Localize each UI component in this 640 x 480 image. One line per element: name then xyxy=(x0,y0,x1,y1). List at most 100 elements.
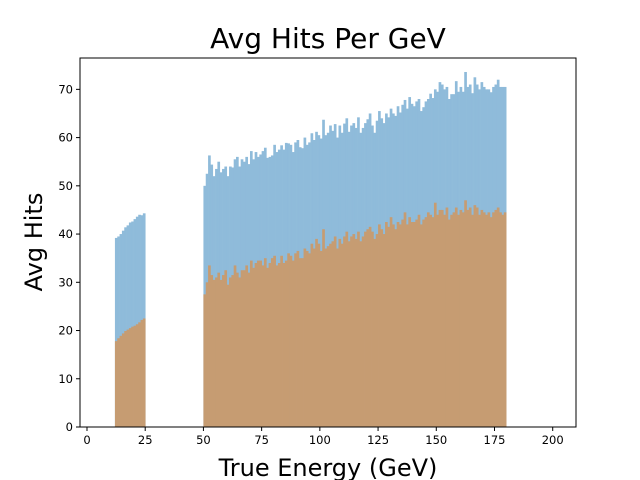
series-1-bar xyxy=(219,279,223,427)
series-1-bar xyxy=(312,248,316,427)
series-1-bar xyxy=(240,270,244,427)
series-1-bar xyxy=(140,319,144,427)
y-tick-label: 50 xyxy=(58,179,73,193)
series-1-bar xyxy=(245,265,249,427)
series-0-bar xyxy=(124,227,127,427)
series-1-bar xyxy=(243,270,246,427)
series-1-bar xyxy=(494,209,498,427)
series-1-bar xyxy=(445,207,449,427)
series-1-bar xyxy=(259,260,262,427)
x-tick-label: 25 xyxy=(138,433,153,447)
series-1-bar xyxy=(229,277,232,427)
series-1-bar xyxy=(329,243,332,427)
series-1-bar xyxy=(133,325,137,427)
series-1-bar xyxy=(415,219,419,427)
series-1-bar xyxy=(268,263,272,427)
series-1-bar xyxy=(408,217,412,427)
series-1-bar xyxy=(438,209,442,427)
series-1-bar xyxy=(489,217,493,427)
series-1-bar xyxy=(222,275,225,427)
x-axis: 0 25 50 75 100 125 150 175 200 xyxy=(83,427,564,447)
series-1-bar xyxy=(354,238,358,427)
series-1-bar xyxy=(114,341,118,427)
series-1-bar xyxy=(282,263,286,427)
series-1-bar xyxy=(119,335,123,427)
series-1-bar xyxy=(496,207,500,427)
series-1-bar xyxy=(378,224,381,427)
series-1-bar xyxy=(459,209,463,427)
series-1-bar xyxy=(468,207,472,427)
series-1-bar xyxy=(447,219,451,427)
series-1-bar xyxy=(482,212,486,427)
series-1-bar xyxy=(475,207,479,427)
series-1-bar xyxy=(454,207,458,427)
series-1-bar xyxy=(347,241,351,427)
series-1-bar xyxy=(203,294,207,427)
series-1-bar xyxy=(417,214,421,427)
series-1-bar xyxy=(336,248,339,427)
series-1-bar xyxy=(364,231,367,427)
series-1-bar xyxy=(412,222,416,427)
series-1-bar xyxy=(338,238,342,427)
series-1-bar xyxy=(373,238,377,427)
series-1-bar xyxy=(433,202,437,427)
x-tick-label: 200 xyxy=(542,433,564,447)
y-axis-label: Avg Hits xyxy=(20,193,48,292)
series-1-bar xyxy=(308,253,311,427)
x-tick-label: 100 xyxy=(309,433,331,447)
series-1-bar xyxy=(287,253,290,427)
series-1-bar xyxy=(431,217,435,427)
series-1-bar xyxy=(284,260,288,427)
y-tick-label: 10 xyxy=(58,372,73,386)
series-1-bar xyxy=(303,248,307,427)
series-1-bar xyxy=(270,258,274,427)
series-1-bar xyxy=(236,272,239,427)
series-1-bar xyxy=(117,338,120,427)
series-0-bar xyxy=(117,236,120,427)
x-tick-label: 175 xyxy=(484,433,506,447)
series-1-bar xyxy=(210,275,214,427)
series-1-bar xyxy=(503,212,507,427)
series-1-bar xyxy=(317,243,321,427)
series-1-bar xyxy=(350,236,353,427)
series-1-bar xyxy=(205,282,209,427)
series-1-bar xyxy=(464,200,467,427)
series-1-bar xyxy=(296,250,300,427)
y-tick-label: 60 xyxy=(58,131,73,145)
series-1-bar xyxy=(291,260,295,427)
series-1-bar xyxy=(252,267,255,427)
series-1-bar xyxy=(385,222,388,427)
series-1-bar xyxy=(478,214,481,427)
bars-layer xyxy=(114,71,507,428)
x-tick-label: 75 xyxy=(254,433,269,447)
series-1-bar xyxy=(487,212,491,427)
series-1-bar xyxy=(471,214,474,427)
series-1-bar xyxy=(331,241,335,427)
series-1-bar xyxy=(392,224,395,427)
series-0-bar xyxy=(133,219,137,427)
y-tick-label: 40 xyxy=(58,227,73,241)
series-1-bar xyxy=(406,224,409,427)
series-1-bar xyxy=(345,231,349,427)
series-1-bar xyxy=(126,329,130,427)
series-1-bar xyxy=(131,326,134,427)
series-1-bar xyxy=(436,214,439,427)
series-1-bar xyxy=(457,214,460,427)
series-1-bar xyxy=(238,277,242,427)
series-1-bar xyxy=(396,222,400,427)
series-1-bar xyxy=(366,229,370,427)
series-1-bar xyxy=(263,258,267,427)
series-1-bar xyxy=(261,265,265,427)
series-0-bar xyxy=(119,234,123,427)
x-tick-label: 50 xyxy=(196,433,211,447)
x-tick-label: 0 xyxy=(83,433,90,447)
series-1-bar xyxy=(224,270,228,427)
series-1-bar xyxy=(357,231,360,427)
series-1-bar xyxy=(249,260,253,427)
series-1-bar xyxy=(289,255,293,427)
series-1-bar xyxy=(452,212,456,427)
plot-frame xyxy=(79,57,577,428)
x-tick-label: 150 xyxy=(425,433,447,447)
series-1-bar xyxy=(128,328,132,427)
